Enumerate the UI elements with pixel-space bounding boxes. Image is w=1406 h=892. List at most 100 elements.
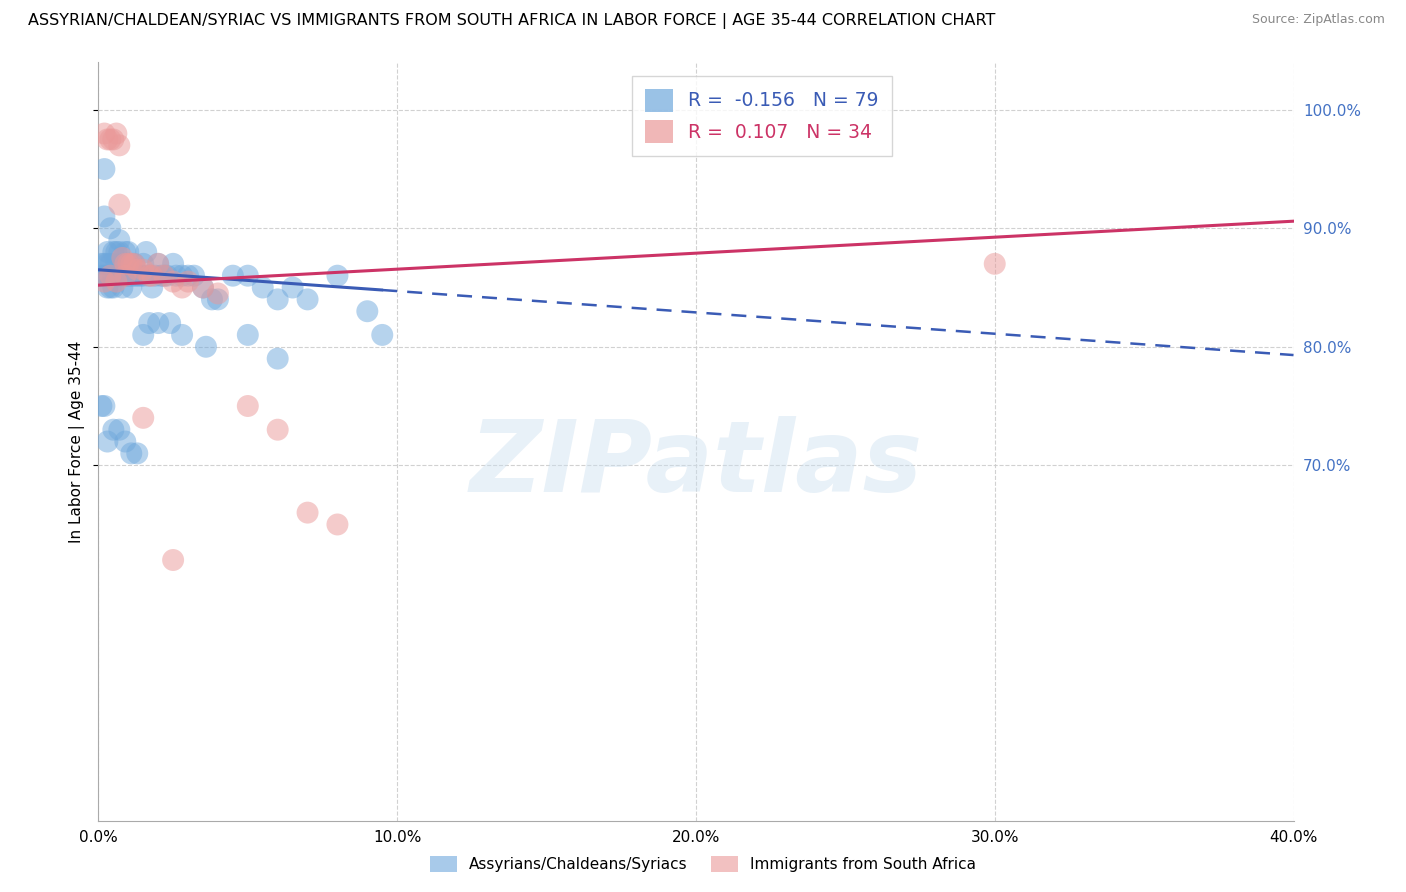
Point (120, 268, 142, 283)
Point (132, 268, 155, 283)
Point (132, 257, 155, 271)
Point (111, 280, 134, 294)
Point (132, 410, 155, 425)
Point (96, 434, 118, 449)
Point (156, 268, 179, 283)
Point (117, 257, 139, 271)
Point (103, 280, 125, 294)
Point (183, 268, 205, 283)
Point (114, 268, 136, 283)
Point (132, 262, 155, 277)
Point (127, 268, 149, 283)
Point (236, 399, 259, 413)
Point (150, 268, 173, 283)
Point (326, 268, 349, 283)
Point (148, 316, 170, 330)
Point (148, 257, 170, 271)
Point (207, 286, 229, 301)
Point (105, 275, 128, 289)
Point (114, 244, 136, 259)
Point (138, 268, 160, 283)
Point (90, 268, 112, 283)
Point (114, 257, 136, 271)
Point (105, 257, 128, 271)
Point (267, 293, 290, 307)
Text: ASSYRIAN/CHALDEAN/SYRIAC VS IMMIGRANTS FROM SOUTH AFRICA IN LABOR FORCE | AGE 35: ASSYRIAN/CHALDEAN/SYRIAC VS IMMIGRANTS F… (28, 13, 995, 29)
Point (177, 268, 200, 283)
Point (297, 506, 319, 520)
Point (98, 268, 122, 283)
Point (162, 275, 184, 289)
Point (172, 327, 194, 342)
Point (93, 275, 115, 289)
Point (98, 221, 122, 235)
Point (236, 268, 259, 283)
Point (297, 293, 319, 307)
Point (127, 446, 149, 460)
Point (162, 257, 184, 271)
Point (90, 399, 112, 413)
Point (162, 553, 184, 567)
Point (93, 127, 115, 141)
Point (135, 244, 157, 259)
Point (177, 275, 200, 289)
Point (93, 268, 115, 283)
Point (141, 280, 163, 294)
Point (132, 327, 155, 342)
Point (93, 162, 115, 177)
Point (153, 268, 176, 283)
Point (984, 257, 1007, 271)
Point (98, 257, 122, 271)
Point (165, 268, 187, 283)
Point (114, 268, 136, 283)
Point (281, 280, 304, 294)
Text: Source: ZipAtlas.com: Source: ZipAtlas.com (1251, 13, 1385, 27)
Point (93, 210, 115, 224)
Point (143, 268, 166, 283)
Legend: R =  -0.156   N = 79, R =  0.107   N = 34: R = -0.156 N = 79, R = 0.107 N = 34 (631, 76, 891, 156)
Point (114, 434, 136, 449)
Point (159, 316, 181, 330)
Point (98, 280, 122, 294)
Point (117, 257, 139, 271)
Point (120, 280, 142, 294)
Point (96, 132, 118, 146)
Point (98, 132, 122, 146)
Point (96, 268, 118, 283)
Point (90, 257, 112, 271)
Point (127, 262, 149, 277)
Point (138, 316, 160, 330)
Point (93, 399, 115, 413)
Legend: Assyrians/Chaldeans/Syriacs, Immigrants from South Africa: Assyrians/Chaldeans/Syriacs, Immigrants … (422, 848, 984, 880)
Point (141, 268, 163, 283)
Point (111, 268, 134, 283)
Point (120, 257, 142, 271)
Point (172, 280, 194, 294)
Point (222, 268, 245, 283)
Point (108, 138, 131, 153)
Point (105, 268, 128, 283)
Point (96, 244, 118, 259)
Point (153, 268, 176, 283)
Point (96, 280, 118, 294)
Point (120, 446, 142, 460)
Point (103, 423, 125, 437)
Point (252, 280, 274, 294)
Point (103, 132, 125, 146)
Point (108, 268, 131, 283)
Point (108, 423, 131, 437)
Point (105, 127, 128, 141)
Point (138, 268, 160, 283)
Point (129, 268, 152, 283)
Point (108, 233, 131, 247)
Point (105, 244, 128, 259)
Point (124, 257, 146, 271)
Point (371, 327, 394, 342)
Point (207, 293, 229, 307)
Point (103, 244, 125, 259)
Point (96, 257, 118, 271)
Point (267, 423, 290, 437)
Text: ZIPatlas: ZIPatlas (470, 416, 922, 513)
Point (93, 257, 115, 271)
Point (236, 327, 259, 342)
